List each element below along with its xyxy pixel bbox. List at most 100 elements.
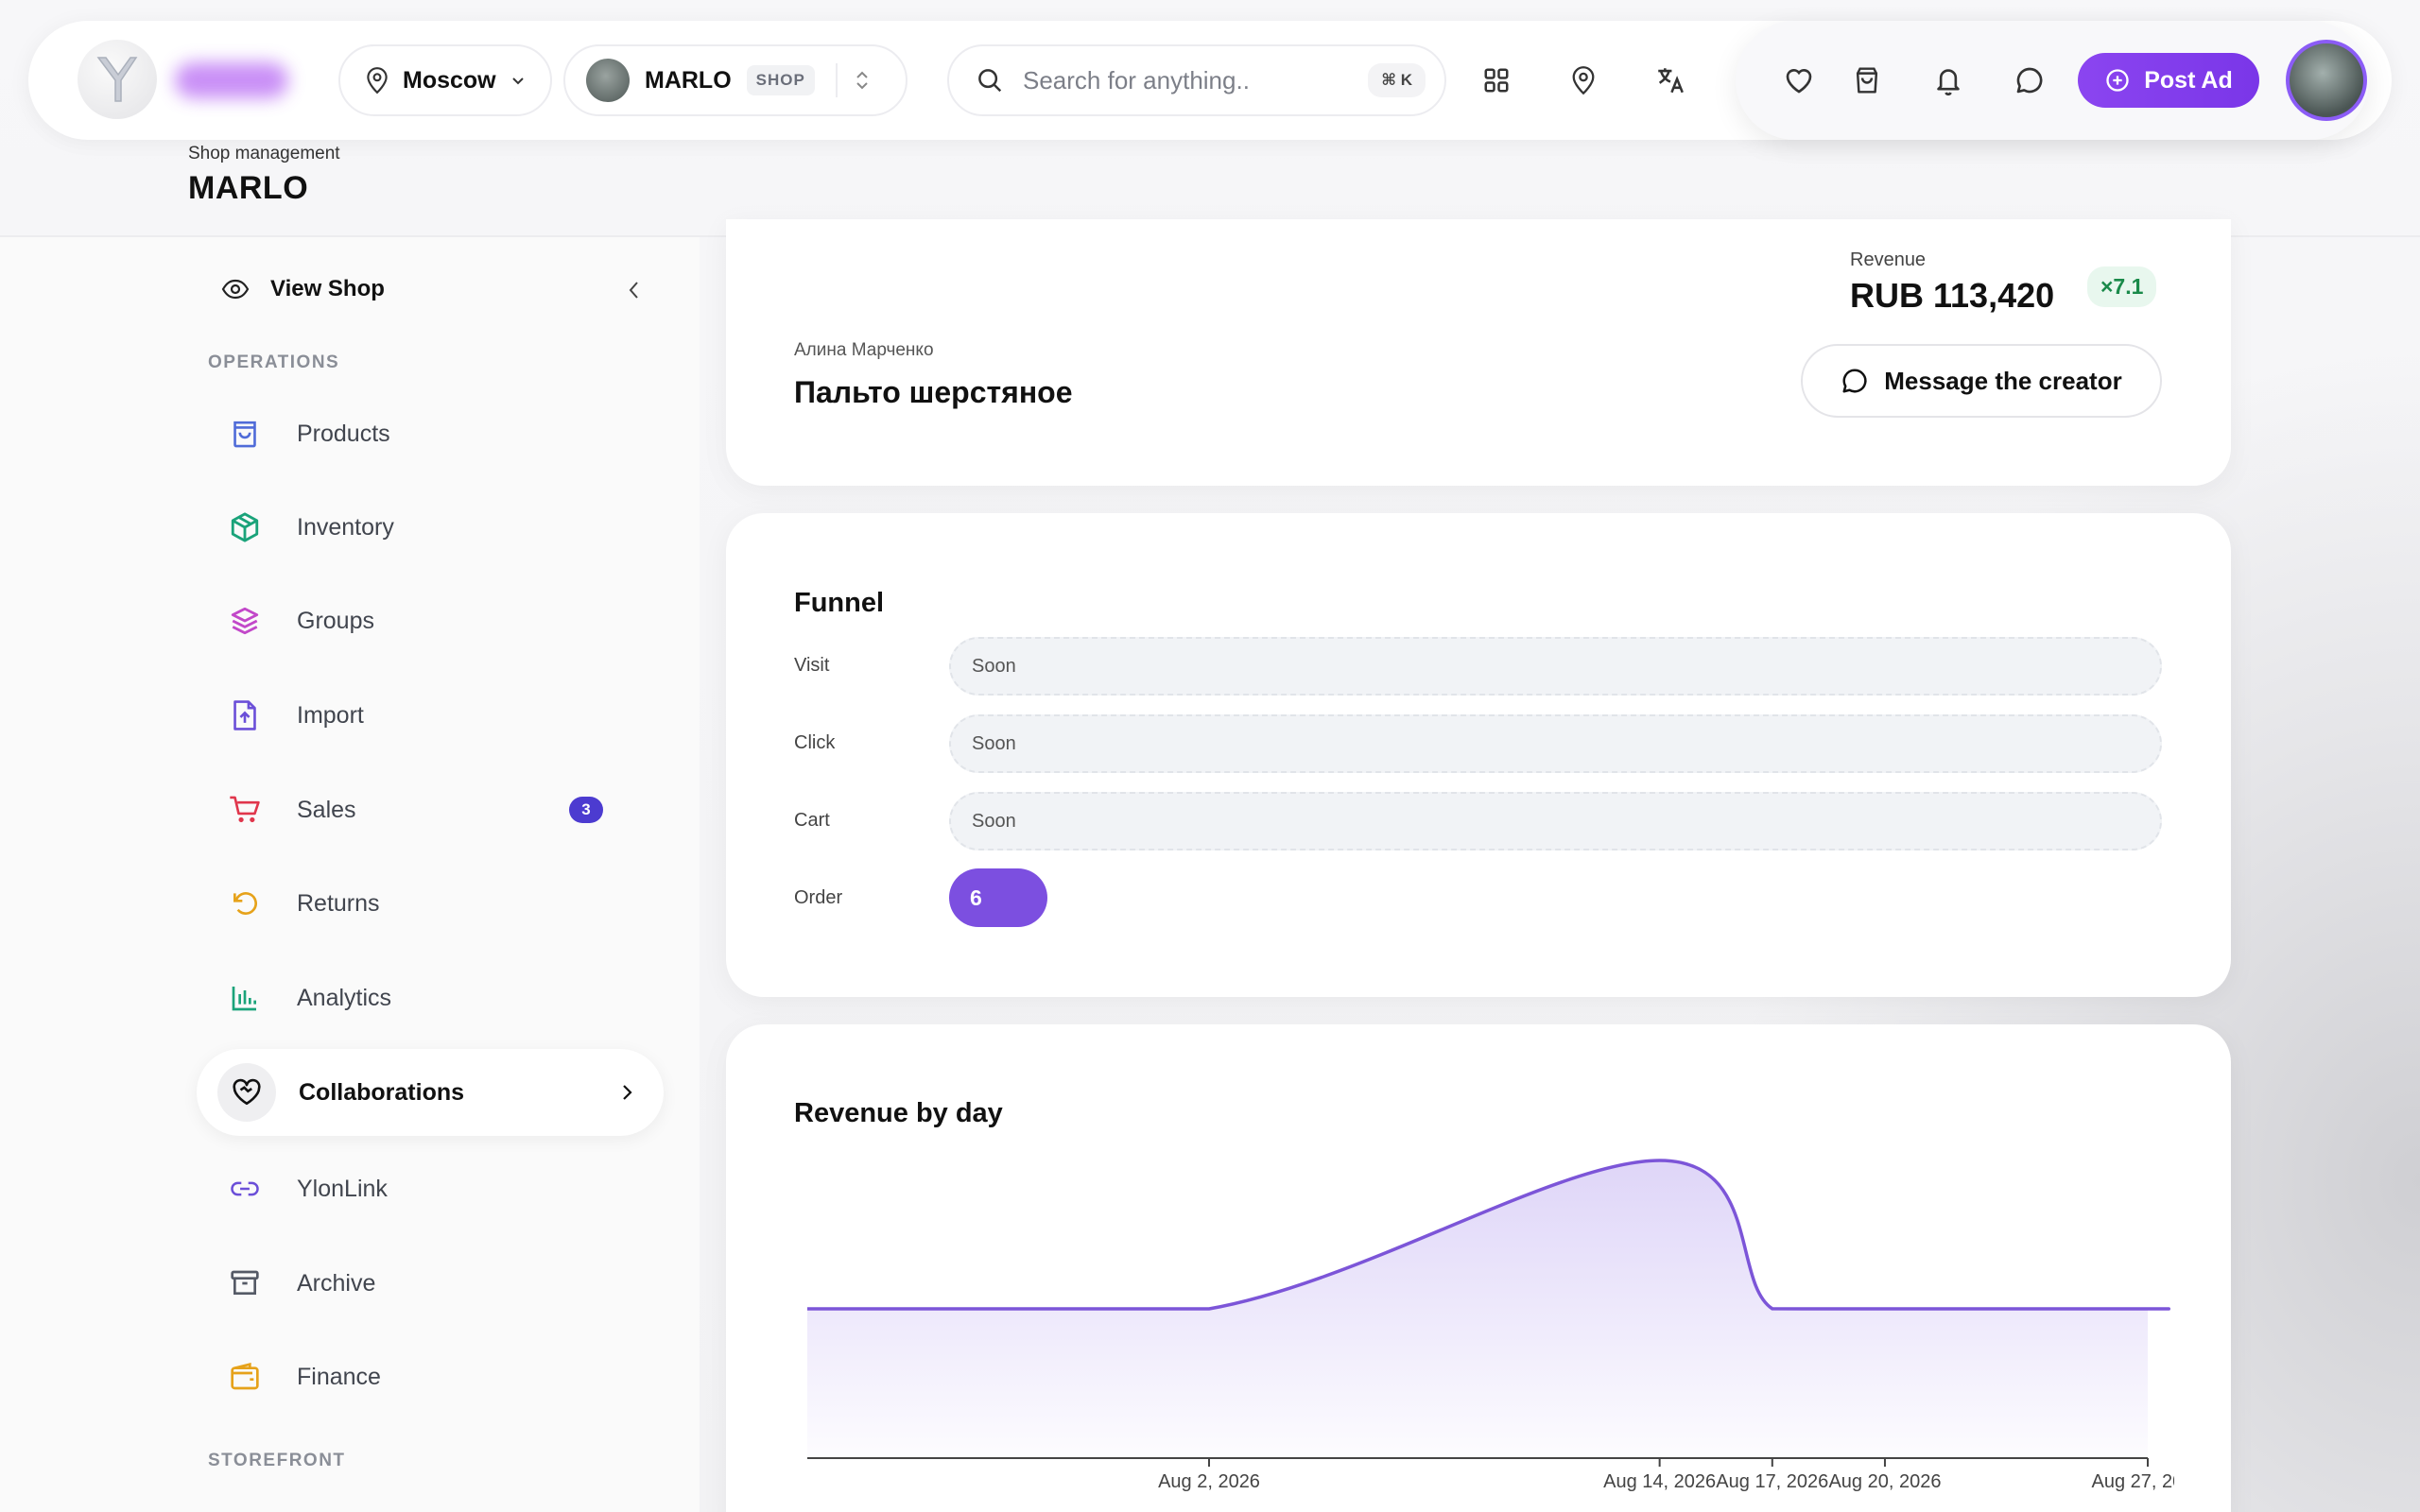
box-icon [231, 512, 259, 542]
location-label: Moscow [403, 66, 496, 94]
creator-name: Алина Марченко [794, 340, 934, 360]
revenue-series-line [807, 1159, 2170, 1311]
sidebar-item-label: Sales [297, 796, 356, 823]
search-icon [978, 69, 1002, 93]
funnel-bar-visit: Soon [949, 637, 2162, 696]
sidebar-item-archive[interactable]: Archive [225, 1263, 375, 1303]
view-shop-link[interactable]: View Shop [221, 276, 385, 302]
chevron-down-icon [511, 77, 524, 85]
sidebar-item-collaborations[interactable]: Collaborations [197, 1049, 664, 1136]
sidebar-item-label: Archive [297, 1269, 376, 1297]
notifications-button[interactable] [1923, 55, 1974, 106]
sidebar-item-label: Inventory [297, 513, 394, 541]
sidebar-item-sales[interactable]: Sales [225, 790, 356, 830]
link-icon [231, 1181, 259, 1196]
cart-button[interactable] [1841, 55, 1893, 106]
section-label-storefront: STOREFRONT [208, 1451, 346, 1470]
funnel-bar-value: 6 [970, 885, 982, 910]
revenue-value: RUB 113,420 [1850, 276, 2055, 315]
message-creator-label: Message the creator [1884, 366, 2122, 395]
divider [835, 63, 838, 97]
revenue-area-chart: Aug 2, 2026 Aug 14, 2026 Aug 17, 2026 Aug 2… [807, 1159, 2175, 1492]
chevron-up-down-icon [856, 71, 868, 90]
x-tick-label: Aug 27, 2026 [2092, 1471, 2175, 1492]
grid-icon [1484, 68, 1509, 93]
sidebar-item-ylonlink[interactable]: YlonLink [225, 1169, 388, 1209]
sidebar-item-analytics[interactable]: Analytics [225, 978, 391, 1018]
revenue-multiplier-badge: ×7.1 [2087, 266, 2157, 307]
sidebar-item-label: Groups [297, 607, 374, 634]
sidebar-item-label: Finance [297, 1363, 381, 1390]
top-navigation-bar: Moscow MARLO SHOP Search for anything.. … [28, 21, 2392, 140]
shop-switcher[interactable]: MARLO SHOP [563, 44, 908, 116]
post-ad-label: Post Ad [2144, 66, 2233, 94]
funnel-row-label: Visit [794, 655, 830, 676]
sales-count-badge: 3 [569, 797, 603, 823]
funnel-title: Funnel [794, 588, 885, 618]
chat-bubble-icon [1842, 369, 1867, 393]
funnel-bar-value: Soon [972, 810, 1016, 832]
shop-avatar [586, 59, 630, 102]
bell-icon [1937, 69, 1960, 95]
archive-icon [231, 1270, 259, 1295]
message-creator-button[interactable]: Message the creator [1801, 344, 2162, 418]
funnel-bar-value: Soon [972, 732, 1016, 754]
x-tick-label: Aug 20, 2026 [1828, 1471, 1941, 1492]
sidebar-item-groups[interactable]: Groups [225, 601, 374, 641]
section-label-operations: OPERATIONS [208, 352, 340, 372]
page-title: MARLO [188, 170, 309, 206]
chevron-right-icon [623, 1085, 632, 1100]
layers-icon [231, 607, 259, 635]
eye-icon [221, 279, 250, 300]
revenue-area-fill [807, 1160, 2169, 1458]
translate-icon [1658, 68, 1684, 94]
chevron-left-icon [629, 282, 638, 299]
handshake-heart-icon [233, 1078, 261, 1106]
sidebar-item-inventory[interactable]: Inventory [225, 507, 394, 547]
sidebar-item-products[interactable]: Products [225, 414, 390, 454]
page-subtitle: Shop management [188, 144, 340, 163]
messages-button[interactable] [2004, 55, 2055, 106]
collapse-sidebar-button[interactable] [624, 278, 645, 307]
funnel-bar-click: Soon [949, 714, 2162, 773]
sidebar-item-label: Import [297, 701, 364, 729]
location-selector[interactable]: Moscow [338, 44, 552, 116]
language-button[interactable] [1645, 55, 1696, 106]
sidebar-background [0, 236, 700, 1512]
view-shop-label: View Shop [270, 276, 385, 301]
sidebar-item-label: Returns [297, 889, 380, 917]
x-tick-label: Aug 17, 2026 [1716, 1471, 1828, 1492]
map-pin-icon [367, 67, 388, 94]
funnel-row-label: Click [794, 732, 836, 753]
x-tick-label: Aug 2, 2026 [1158, 1471, 1260, 1492]
sidebar-item-label: Collaborations [299, 1078, 465, 1106]
search-bar[interactable]: Search for anything.. ⌘ K [947, 44, 1446, 116]
post-ad-button[interactable]: Post Ad [2078, 53, 2259, 108]
apps-grid-button[interactable] [1471, 55, 1522, 106]
user-avatar[interactable] [2286, 40, 2367, 121]
sidebar-item-finance[interactable]: Finance [225, 1357, 381, 1397]
shop-name: MARLO [645, 66, 732, 94]
map-button[interactable] [1558, 55, 1609, 106]
sidebar-item-returns[interactable]: Returns [225, 884, 380, 923]
search-input[interactable]: Search for anything.. [1023, 65, 1250, 94]
funnel-row-label: Order [794, 887, 843, 908]
shopping-bag-icon [1856, 67, 1878, 94]
funnel-bar-cart: Soon [949, 792, 2162, 850]
app-logo[interactable] [78, 40, 157, 119]
chart-title: Revenue by day [794, 1098, 1003, 1128]
search-shortcut: ⌘ K [1368, 63, 1426, 97]
file-upload-icon [233, 700, 256, 730]
chat-bubble-icon [2016, 67, 2043, 94]
collaborations-icon-wrap [217, 1063, 276, 1122]
bar-chart-icon [232, 987, 256, 1011]
favorites-button[interactable] [1773, 55, 1824, 106]
funnel-bar-order: 6 [949, 868, 1047, 927]
sidebar-item-import[interactable]: Import [225, 696, 364, 735]
funnel-row-label: Cart [794, 810, 830, 831]
revenue-label: Revenue [1850, 249, 1927, 270]
brand-name-blurred [175, 62, 288, 98]
plus-circle-icon [2106, 69, 2129, 92]
bag-icon [233, 421, 256, 448]
cart-icon [230, 796, 260, 823]
